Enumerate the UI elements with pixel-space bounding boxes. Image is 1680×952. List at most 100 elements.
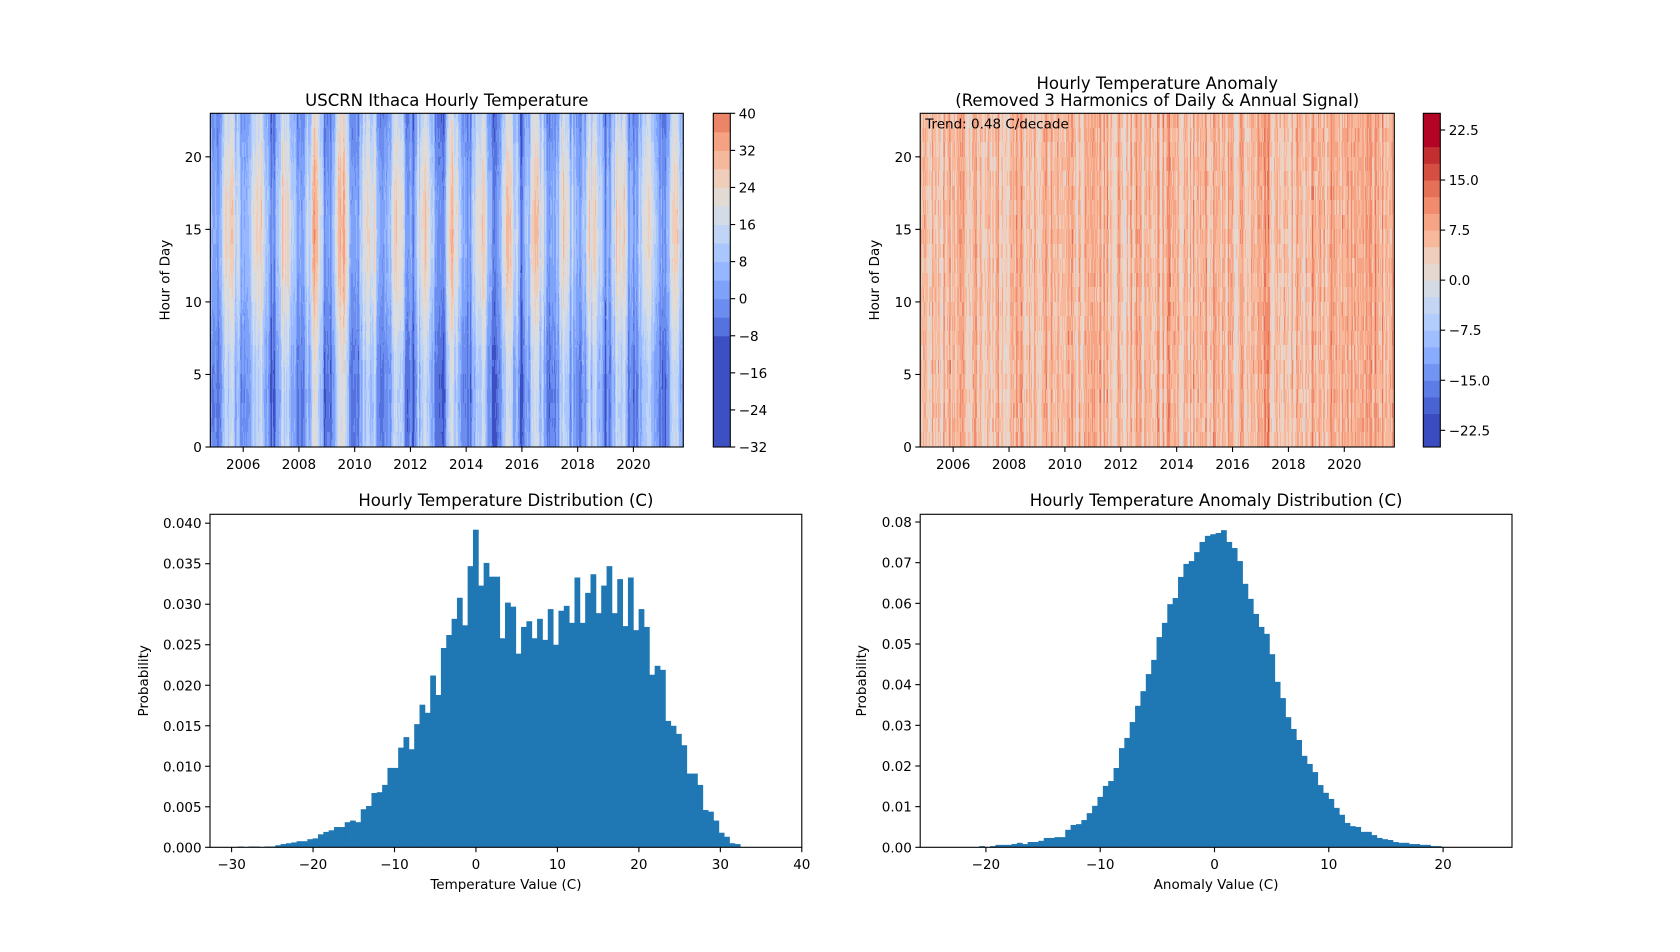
colorbar-band [1423, 380, 1441, 398]
histogram-bar [1333, 807, 1340, 848]
histogram-bar [729, 843, 736, 848]
colorbar-tick-label: −32 [739, 440, 768, 456]
histogram-bar [1425, 844, 1431, 848]
histogram-bar [1086, 813, 1093, 848]
colorbar-band [1423, 213, 1441, 231]
y-tick-label: 0.030 [163, 597, 202, 613]
colorbar-band [713, 317, 731, 337]
histogram-bar [617, 579, 623, 848]
histogram-bar [334, 827, 340, 848]
anomaly-histogram-panel [915, 513, 1513, 853]
histogram-bar [1092, 805, 1098, 848]
colorbar-band [1423, 330, 1441, 348]
colorbar-tick-label: 24 [739, 180, 756, 196]
histogram-bar [1172, 598, 1179, 848]
histogram-bar [1435, 846, 1442, 848]
histogram-bar [659, 669, 666, 848]
histogram-bar [1049, 837, 1055, 848]
histogram-bar [1043, 837, 1050, 848]
histogram-bar [526, 621, 533, 848]
histogram-bar [585, 592, 591, 848]
x-axis-label: Temperature Value (C) [429, 877, 581, 893]
histogram-bar [547, 609, 554, 848]
histogram-bar [1097, 796, 1104, 848]
histogram-bar [435, 694, 442, 848]
histogram-bar [275, 845, 281, 848]
y-tick-label: 0.03 [882, 718, 912, 734]
colorbar-band [1423, 280, 1441, 298]
histogram-bar [515, 653, 522, 848]
x-tick-label: 2008 [282, 457, 316, 473]
histogram-bar [1167, 604, 1174, 848]
histogram-bar [462, 625, 469, 848]
y-tick-label: 0.040 [163, 516, 202, 532]
x-tick-label: −30 [217, 857, 246, 873]
histogram-bar [1151, 659, 1157, 848]
histogram-bar [1387, 839, 1394, 848]
histogram-bar [339, 827, 346, 848]
histogram-bar [979, 846, 986, 848]
histogram-bar [1290, 728, 1297, 848]
histogram-bar [1339, 814, 1345, 848]
histogram-bar [1011, 844, 1018, 848]
histogram-bar [403, 737, 410, 848]
histogram-bar [1269, 654, 1276, 848]
histogram-bar [622, 626, 629, 848]
histogram-bar [1414, 844, 1421, 848]
histogram-bar [499, 638, 506, 848]
histogram-bar [467, 566, 474, 848]
y-tick-label: 15 [185, 222, 202, 238]
colorbar-band [713, 261, 731, 281]
histogram-bar [574, 577, 581, 848]
x-tick-label: 2010 [1048, 457, 1082, 473]
histogram-bar [1054, 837, 1061, 848]
x-tick-label: 2006 [936, 457, 970, 473]
histogram-bar [419, 704, 426, 848]
histogram-bar [387, 767, 394, 848]
colorbar-tick-label: −7.5 [1449, 323, 1482, 339]
histogram-bar [392, 767, 399, 848]
histogram-bar [1403, 842, 1410, 848]
histogram-bar [505, 602, 511, 848]
colorbar-band [1423, 413, 1441, 448]
chart-title: Hourly Temperature Anomaly [1037, 74, 1279, 93]
y-axis-label: Hour of Day [157, 240, 173, 321]
histogram-bar [531, 638, 538, 848]
colorbar-band [1423, 180, 1441, 198]
histogram-bar [424, 712, 431, 848]
y-tick-label: 0.00 [882, 840, 912, 856]
histogram-bar [1204, 535, 1211, 848]
y-tick-label: 0.025 [163, 638, 202, 654]
colorbar-band [1423, 313, 1441, 331]
colorbar-tick-label: 0 [739, 292, 748, 308]
histogram-bar [1296, 739, 1302, 848]
histogram-bar [697, 784, 704, 848]
histogram-bar [553, 644, 559, 848]
histogram-bar [350, 820, 356, 848]
colorbar-tick-label: −22.5 [1449, 423, 1490, 439]
histogram-bar [708, 811, 714, 848]
x-tick-label: 30 [712, 857, 729, 873]
histogram-bar [665, 720, 672, 848]
x-tick-label: 10 [1320, 857, 1337, 873]
colorbar-band [1423, 296, 1441, 315]
axes-frame [209, 513, 803, 848]
histogram-bar [676, 733, 682, 848]
x-tick-label: −10 [1086, 857, 1115, 873]
chart-title: USCRN Ithaca Hourly Temperature [305, 91, 588, 110]
histogram-bar [328, 830, 335, 848]
histogram-bar [1038, 840, 1045, 848]
histogram-bar [1118, 748, 1125, 848]
anomaly-heatmap-image [920, 113, 1395, 448]
histogram-bar [1102, 785, 1109, 848]
y-axis-label: Probability [854, 645, 870, 716]
x-axis-label: Anomaly Value (C) [1154, 877, 1279, 893]
histogram-bar [1355, 826, 1362, 848]
histogram-bar [569, 622, 575, 848]
y-tick-label: 0.04 [882, 678, 912, 694]
histogram-bar [1344, 822, 1351, 848]
trend-annotation: Trend: 0.48 C/decade [924, 116, 1069, 132]
histogram-bar [686, 773, 693, 848]
colorbar-band [713, 168, 731, 188]
histogram-bar [456, 597, 463, 848]
